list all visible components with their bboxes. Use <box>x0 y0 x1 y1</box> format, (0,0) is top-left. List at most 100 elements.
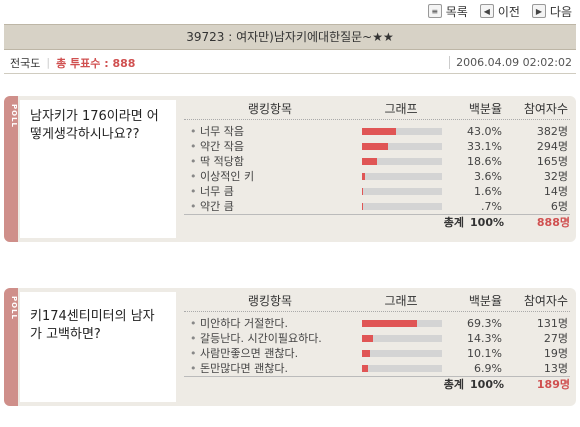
progress-bar-fill <box>362 143 389 150</box>
progress-bar-fill <box>362 320 418 327</box>
poll-option-row: 약간 작음 33.1% 294명 <box>184 139 570 154</box>
region-label: 전국도 <box>10 56 41 70</box>
option-label: 약간 큼 <box>184 199 356 214</box>
progress-bar-fill <box>362 350 371 357</box>
progress-bar <box>362 350 442 357</box>
option-label: 이상적인 키 <box>184 169 356 184</box>
option-percent: 3.6% <box>474 170 502 183</box>
divider: | <box>46 56 51 69</box>
option-count: 14명 <box>543 185 568 198</box>
arrow-right-icon: ▶ <box>531 4 546 18</box>
poll-option-row: 돈만많다면 괜찮다. 6.9% 13명 <box>184 361 570 376</box>
poll-table: 랭킹항목 그래프 백분율 참여자수 미안하다 거절한다. 69.3% 131명갈등난… <box>184 290 570 392</box>
header-count: 참여자수 <box>523 102 568 116</box>
table-header: 랭킹항목 그래프 백분율 참여자수 <box>184 290 570 312</box>
option-percent: 1.6% <box>474 185 502 198</box>
option-percent: 33.1% <box>467 140 502 153</box>
progress-bar <box>362 365 442 372</box>
option-label: 돈만많다면 괜찮다. <box>184 361 356 376</box>
poll-option-row: 사람만좋으면 괜찮다. 10.1% 19명 <box>184 346 570 361</box>
option-label: 너무 큼 <box>184 184 356 199</box>
option-percent: 6.9% <box>474 362 502 375</box>
progress-bar-fill <box>362 365 368 372</box>
header-item: 랭킹항목 <box>247 102 293 116</box>
option-percent: 18.6% <box>467 155 502 168</box>
option-count: 32명 <box>543 170 568 183</box>
progress-bar <box>362 320 442 327</box>
poll-tab-label: POLL <box>10 296 18 321</box>
progress-bar-fill <box>362 188 364 195</box>
poll-card: POLL 키174센티미터의 남자가 고백하면? 랭킹항목 그래프 백분율 참여… <box>4 288 576 406</box>
total-label: 총계 <box>443 378 464 391</box>
progress-bar <box>362 158 442 165</box>
option-percent: 14.3% <box>467 332 502 345</box>
option-count: 27명 <box>543 332 568 345</box>
poll-rows: 미안하다 거절한다. 69.3% 131명갈등난다. 시간이필요하다. 14.3% 27… <box>184 316 570 376</box>
total-pct: 100% <box>470 216 504 229</box>
option-count: 294명 <box>536 140 568 153</box>
poll-tab-label: POLL <box>10 104 18 129</box>
option-label: 미안하다 거절한다. <box>184 316 356 331</box>
option-count: 6명 <box>550 200 568 213</box>
option-label: 사람만좋으면 괜찮다. <box>184 346 356 361</box>
progress-bar <box>362 188 442 195</box>
arrow-left-icon: ◀ <box>479 4 494 18</box>
next-label: 다음 <box>549 4 572 19</box>
option-percent: .7% <box>481 200 502 213</box>
post-date: 2006.04.09 02:02:02 <box>449 56 576 69</box>
poll-tab: POLL <box>4 288 18 406</box>
progress-bar <box>362 203 442 210</box>
progress-bar-fill <box>362 158 377 165</box>
poll-option-row: 미안하다 거절한다. 69.3% 131명 <box>184 316 570 331</box>
poll-table: 랭킹항목 그래프 백분율 참여자수 너무 작음 43.0% 382명약간 작음 33.… <box>184 98 570 230</box>
total-pct: 100% <box>470 378 504 391</box>
total-label: 총계 <box>443 216 464 229</box>
list-button[interactable]: ≡ 목록 <box>427 3 468 20</box>
top-nav: ≡ 목록 ◀ 이전 ▶ 다음 <box>427 2 572 20</box>
header-graph: 그래프 <box>384 102 418 116</box>
option-graph <box>356 199 446 214</box>
poll-option-row: 너무 큼 1.6% 14명 <box>184 184 570 199</box>
poll-option-row: 너무 작음 43.0% 382명 <box>184 124 570 139</box>
poll-question: 키174센티미터의 남자가 고백하면? <box>20 292 176 402</box>
option-percent: 69.3% <box>467 317 502 330</box>
option-count: 382명 <box>536 125 568 138</box>
option-label: 갈등난다. 시간이필요하다. <box>184 331 356 346</box>
option-graph <box>356 169 446 184</box>
option-label: 약간 작음 <box>184 139 356 154</box>
option-graph <box>356 316 446 331</box>
header-item: 랭킹항목 <box>247 294 293 308</box>
option-count: 13명 <box>543 362 568 375</box>
option-count: 131명 <box>536 317 568 330</box>
header-pct: 백분율 <box>468 102 502 116</box>
info-bar: 전국도 | 총 투표수 : 888 2006.04.09 02:02:02 <box>4 52 576 74</box>
prev-button[interactable]: ◀ 이전 <box>479 3 520 20</box>
poll-option-row: 이상적인 키 3.6% 32명 <box>184 169 570 184</box>
list-label: 목록 <box>445 4 468 19</box>
poll-card: POLL 남자키가 176이라면 어떻게생각하시나요?? 랭킹항목 그래프 백분… <box>4 96 576 242</box>
poll-option-row: 딱 적당함 18.6% 165명 <box>184 154 570 169</box>
progress-bar <box>362 128 442 135</box>
poll-option-row: 갈등난다. 시간이필요하다. 14.3% 27명 <box>184 331 570 346</box>
next-button[interactable]: ▶ 다음 <box>531 3 572 20</box>
total-row: 총계 100% 888명 <box>184 214 570 230</box>
option-count: 165명 <box>536 155 568 168</box>
list-icon: ≡ <box>427 4 442 18</box>
poll-tab: POLL <box>4 96 18 242</box>
option-graph <box>356 154 446 169</box>
total-count: 888명 <box>536 216 570 229</box>
total-votes: 총 투표수 : 888 <box>56 56 136 70</box>
header-count: 참여자수 <box>523 294 568 308</box>
option-graph <box>356 139 446 154</box>
table-header: 랭킹항목 그래프 백분율 참여자수 <box>184 98 570 120</box>
progress-bar <box>362 335 442 342</box>
progress-bar-fill <box>362 335 374 342</box>
progress-bar-fill <box>362 203 363 210</box>
progress-bar <box>362 143 442 150</box>
option-label: 딱 적당함 <box>184 154 356 169</box>
option-graph <box>356 361 446 376</box>
option-graph <box>356 124 446 139</box>
header-pct: 백분율 <box>468 294 502 308</box>
option-graph <box>356 184 446 199</box>
progress-bar-fill <box>362 173 365 180</box>
